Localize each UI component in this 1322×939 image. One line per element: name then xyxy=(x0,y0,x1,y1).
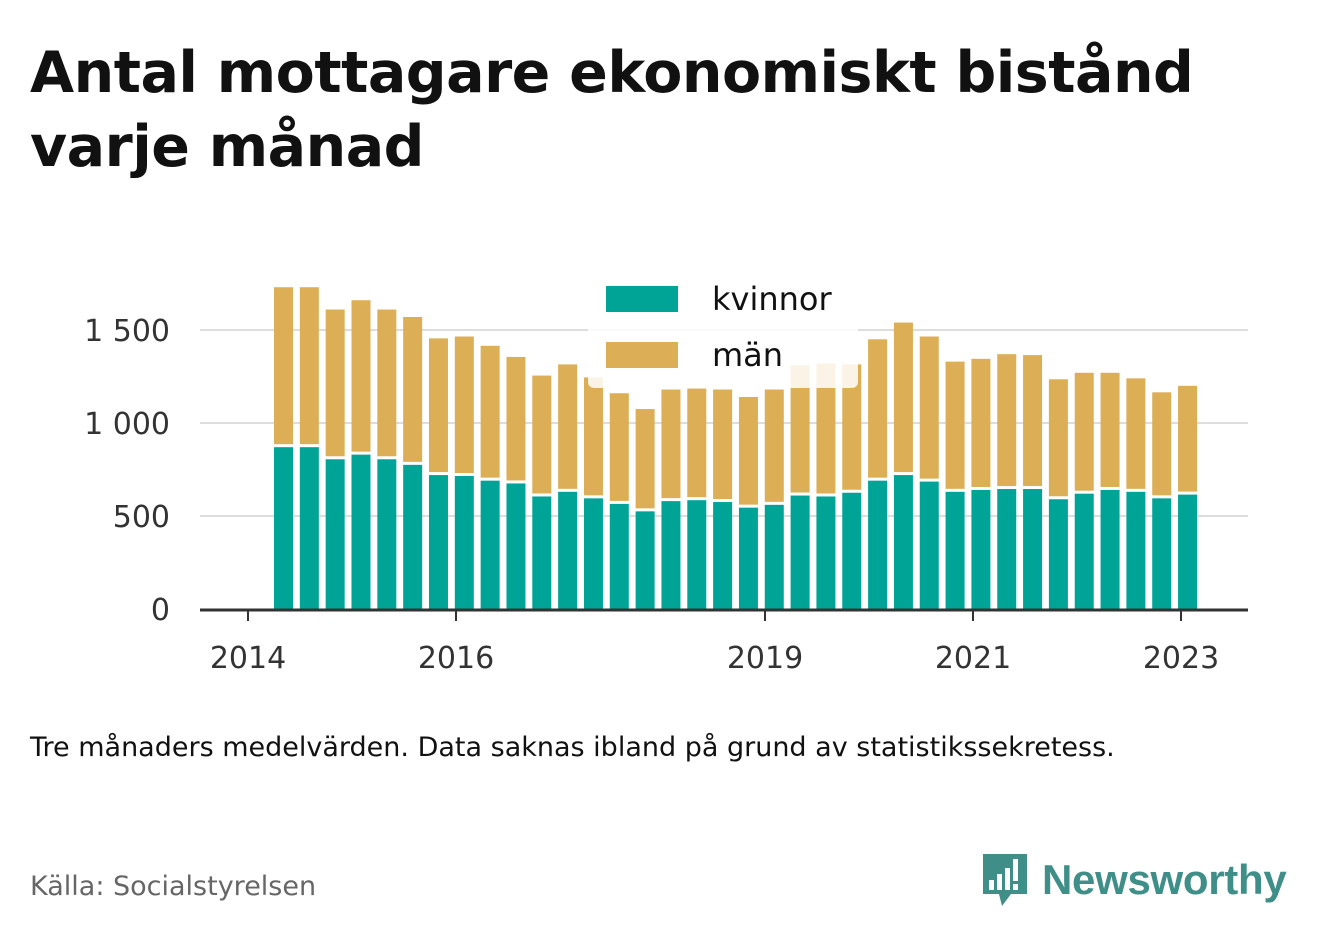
bar-man xyxy=(713,389,733,500)
bar-kvinnor xyxy=(945,491,965,609)
y-tick-label: 500 xyxy=(113,500,170,535)
bar-kvinnor xyxy=(583,498,603,609)
x-tick-label: 2021 xyxy=(935,641,1011,676)
bar-man xyxy=(868,339,888,478)
bar-kvinnor xyxy=(480,480,500,609)
y-tick-label: 0 xyxy=(151,593,170,628)
bar-kvinnor xyxy=(1074,493,1094,609)
chart-title: Antal mottagare ekonomiskt bistånd varje… xyxy=(30,40,1194,180)
x-tick-label: 2023 xyxy=(1143,641,1219,676)
legend: kvinnor män xyxy=(588,270,858,388)
bar-kvinnor xyxy=(661,501,681,609)
newsworthy-logo-icon xyxy=(983,854,1027,906)
bar-man xyxy=(842,364,862,490)
bar-kvinnor xyxy=(971,489,991,609)
legend-swatch-kvinnor xyxy=(606,286,678,312)
chart-note: Tre månaders medelvärden. Data saknas ib… xyxy=(30,732,1115,763)
bar-man xyxy=(428,338,448,473)
source-text: Källa: Socialstyrelsen xyxy=(30,871,317,902)
bar-kvinnor xyxy=(558,491,578,609)
bar-kvinnor xyxy=(919,481,939,609)
bar-man xyxy=(738,396,758,505)
legend-label-kvinnor: kvinnor xyxy=(712,280,832,318)
bar-man xyxy=(532,375,552,494)
bar-man xyxy=(1023,355,1043,487)
bar-kvinnor xyxy=(299,447,319,609)
bar-man xyxy=(1074,372,1094,491)
bar-kvinnor xyxy=(764,504,784,609)
bar-man xyxy=(945,361,965,489)
bar-man xyxy=(764,389,784,502)
bar-kvinnor xyxy=(403,464,423,609)
brand-name: Newsworthy xyxy=(1042,856,1287,903)
bar-man xyxy=(506,356,526,481)
bar-man xyxy=(919,336,939,479)
bar-kvinnor xyxy=(1048,499,1068,609)
bar-kvinnor xyxy=(532,496,552,609)
bar-man xyxy=(480,345,500,478)
bar-man xyxy=(971,358,991,487)
x-tick-label: 2014 xyxy=(210,641,286,676)
bar-kvinnor xyxy=(1178,494,1198,609)
bar-man xyxy=(1100,372,1120,487)
bar-man xyxy=(377,309,397,457)
bar-man xyxy=(325,309,345,457)
x-tick-label: 2019 xyxy=(727,641,803,676)
bar-kvinnor xyxy=(274,447,293,609)
bar-man xyxy=(1126,378,1146,489)
bar-kvinnor xyxy=(738,507,758,609)
bar-man xyxy=(403,316,423,462)
bar-kvinnor xyxy=(351,454,371,609)
bar-kvinnor xyxy=(635,511,655,609)
bar-kvinnor xyxy=(454,476,474,609)
bar-man xyxy=(1152,392,1172,496)
brand-logo[interactable]: Newsworthy xyxy=(980,850,1287,910)
bar-kvinnor xyxy=(1023,489,1043,609)
bar-kvinnor xyxy=(428,475,448,609)
bar-kvinnor xyxy=(325,459,345,609)
bar-series xyxy=(274,287,1198,609)
bar-kvinnor xyxy=(868,480,888,609)
bar-man xyxy=(299,287,319,445)
bar-man xyxy=(1048,379,1068,497)
bar-kvinnor xyxy=(1152,498,1172,609)
bar-kvinnor xyxy=(893,475,913,609)
bar-man xyxy=(790,365,810,493)
bar-man xyxy=(893,322,913,473)
legend-swatch-man xyxy=(606,342,678,368)
bar-kvinnor xyxy=(997,489,1017,609)
bar-kvinnor xyxy=(790,495,810,609)
bar-man xyxy=(351,300,371,452)
bar-kvinnor xyxy=(1126,491,1146,609)
bar-kvinnor xyxy=(816,496,836,609)
bar-man xyxy=(609,393,629,501)
axes: 0 500 1 000 1 500 2014 2016 2019 2021 2023 xyxy=(84,314,1248,676)
legend-item-man: män xyxy=(606,336,783,374)
bar-kvinnor xyxy=(1100,489,1120,609)
legend-label-man: män xyxy=(712,336,784,374)
y-tick-label: 1 000 xyxy=(84,407,170,442)
bar-kvinnor xyxy=(377,459,397,609)
bar-kvinnor xyxy=(713,502,733,609)
bar-chart: 0 500 1 000 1 500 2014 2016 2019 2021 2023 xyxy=(84,287,1248,676)
bar-man xyxy=(1178,385,1198,492)
bar-man xyxy=(274,287,293,445)
bar-man xyxy=(635,409,655,509)
bar-man xyxy=(583,377,603,496)
bar-man xyxy=(558,364,578,489)
bar-man xyxy=(816,363,836,494)
bar-man xyxy=(661,389,681,499)
bar-kvinnor xyxy=(687,500,707,609)
bar-man xyxy=(997,354,1017,487)
legend-item-kvinnor: kvinnor xyxy=(606,280,832,318)
bar-kvinnor xyxy=(609,503,629,609)
bar-kvinnor xyxy=(506,483,526,609)
y-tick-label: 1 500 xyxy=(84,314,170,349)
bar-man xyxy=(687,388,707,498)
bar-man xyxy=(454,336,474,474)
bar-kvinnor xyxy=(842,492,862,609)
x-tick-label: 2016 xyxy=(418,641,494,676)
